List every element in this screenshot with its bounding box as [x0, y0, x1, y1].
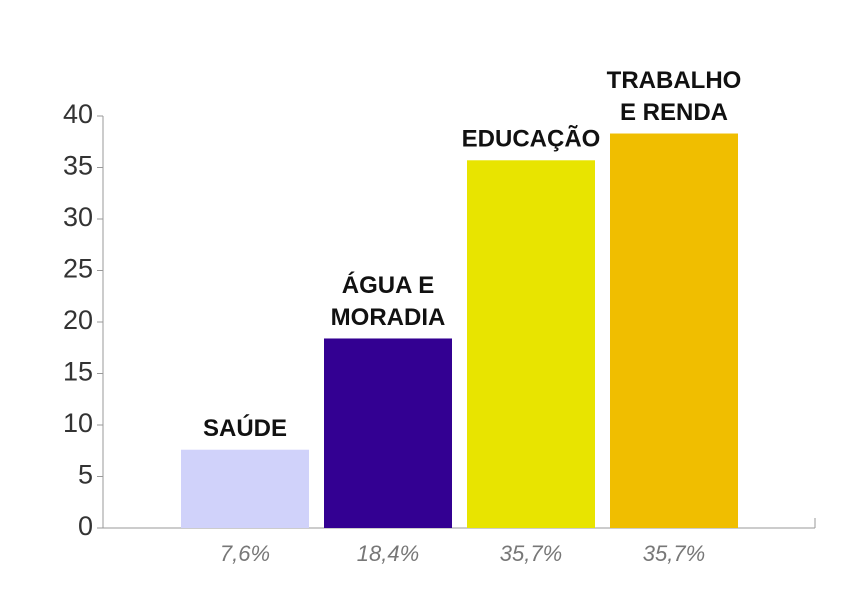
- bar: [467, 160, 595, 529]
- x-tick-label: 35,7%: [643, 541, 705, 566]
- bar: [610, 133, 738, 528]
- category-label: EDUCAÇÃO: [462, 125, 601, 153]
- category-label: TRABALHO: [607, 67, 742, 94]
- y-tick-label: 30: [63, 202, 93, 232]
- y-tick-label: 10: [63, 408, 93, 438]
- y-tick-label: 15: [63, 357, 93, 387]
- y-tick-label: 25: [63, 254, 93, 284]
- x-tick-label: 35,7%: [500, 541, 562, 566]
- category-label: SAÚDE: [203, 414, 287, 442]
- y-tick-label: 40: [63, 99, 93, 129]
- y-tick-label: 20: [63, 305, 93, 335]
- x-tick-label: 7,6%: [220, 541, 270, 566]
- y-tick-label: 0: [78, 511, 93, 541]
- y-tick-label: 35: [63, 151, 93, 181]
- x-tick-label: 18,4%: [357, 541, 419, 566]
- category-label: E RENDA: [620, 99, 728, 126]
- category-label: ÁGUA E: [342, 271, 434, 299]
- category-label: MORADIA: [331, 304, 446, 331]
- y-tick-label: 5: [78, 460, 93, 490]
- bar: [324, 338, 452, 528]
- bar: [181, 449, 309, 528]
